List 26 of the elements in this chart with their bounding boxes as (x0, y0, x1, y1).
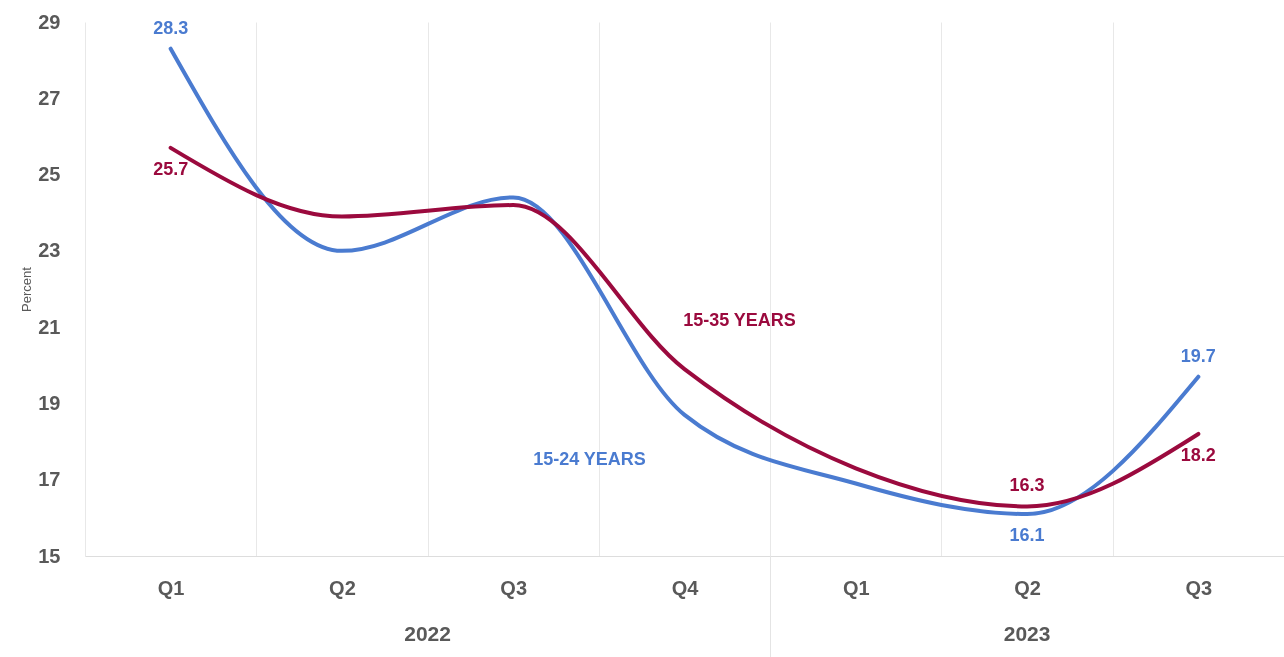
x-tick-label: Q3 (500, 576, 528, 599)
text: 2022 (404, 622, 451, 646)
y-tick-label: 19 (38, 391, 61, 414)
y-tick-label: 15 (38, 544, 61, 567)
text: 15-24 YEARS (533, 448, 646, 469)
data-label: 16.1 (1009, 525, 1045, 546)
x-tick-label: Q3 (1185, 576, 1213, 599)
y-tick-label: 23 (38, 239, 61, 262)
y-tick-label: 29 (38, 10, 61, 33)
series-label: 15-35 YEARS (683, 310, 796, 331)
x-tick-label: Q2 (1014, 576, 1041, 599)
data-label: 18.2 (1180, 444, 1216, 465)
y-tick-label: 27 (38, 86, 61, 109)
y-tick-label: 17 (38, 468, 61, 491)
x-tick-label: Q2 (329, 576, 356, 599)
x-tick-label: Q4 (671, 576, 700, 599)
x-tick-label: Q1 (842, 576, 870, 599)
data-label: 19.7 (1180, 345, 1216, 366)
data-label: 25.7 (153, 158, 189, 179)
y-tick-label: 25 (38, 163, 61, 186)
text: 2023 (1003, 622, 1051, 646)
data-label: 16.3 (1009, 475, 1045, 496)
y-tick-label: 21 (38, 315, 61, 338)
y-axis-title: Percent (19, 266, 35, 312)
x-tick-label: Q1 (157, 576, 185, 599)
data-label: 28.3 (153, 17, 189, 38)
